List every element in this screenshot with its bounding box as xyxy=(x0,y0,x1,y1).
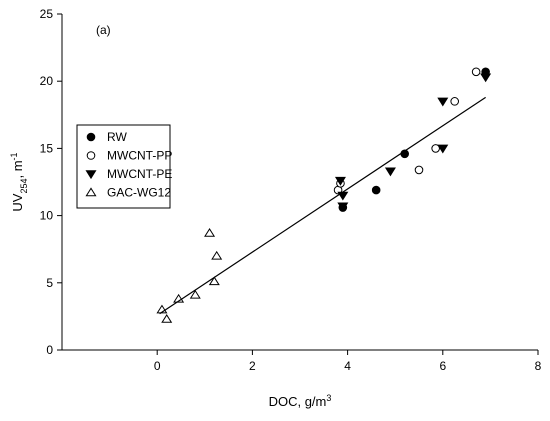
y-tick-label: 20 xyxy=(40,74,54,88)
point xyxy=(414,165,424,175)
point xyxy=(337,202,349,212)
point xyxy=(337,191,349,201)
point xyxy=(437,144,449,154)
annotation: (a) xyxy=(96,23,111,37)
y-tick-label: 5 xyxy=(46,276,53,290)
legend-marker xyxy=(86,132,96,142)
point xyxy=(480,73,492,83)
point xyxy=(173,293,185,303)
point xyxy=(211,250,223,260)
point xyxy=(208,276,220,286)
axis-title-part: -1 xyxy=(9,152,19,160)
point xyxy=(161,314,173,323)
point xyxy=(384,167,396,177)
legend-label: GAC-WG12 xyxy=(107,186,171,200)
legend-label: RW xyxy=(107,130,127,144)
point xyxy=(471,67,481,77)
x-tick-label: 4 xyxy=(344,359,351,373)
axis-title-part: 254 xyxy=(19,178,29,193)
axis-title-part: UV xyxy=(10,193,25,211)
x-tick-label: 2 xyxy=(249,359,256,373)
point xyxy=(437,97,449,107)
point xyxy=(334,176,346,186)
axis-title-part: , m xyxy=(10,160,25,178)
legend-marker xyxy=(85,170,97,180)
x-axis-title: DOC, g/m3 xyxy=(269,393,332,409)
y-tick-label: 15 xyxy=(40,141,54,155)
point xyxy=(189,289,201,299)
x-tick-label: 8 xyxy=(535,359,542,373)
y-tick-label: 0 xyxy=(46,343,53,357)
x-tick-label: 0 xyxy=(154,359,161,373)
legend-label: MWCNT-PP xyxy=(107,149,172,163)
point xyxy=(371,185,381,195)
point xyxy=(204,227,216,237)
fit-line xyxy=(159,96,486,315)
point xyxy=(431,144,440,153)
axis-title-part: DOC, g/m xyxy=(269,394,327,409)
legend-marker xyxy=(85,187,97,197)
x-tick-label: 6 xyxy=(439,359,446,373)
legend-marker xyxy=(86,151,96,160)
y-axis-title: UV254, m-1 xyxy=(9,152,29,211)
y-tick-label: 25 xyxy=(40,7,54,21)
point xyxy=(450,97,460,106)
axis-title-part: 3 xyxy=(326,393,331,403)
y-tick-label: 10 xyxy=(40,209,54,223)
legend-label: MWCNT-PE xyxy=(107,167,172,181)
